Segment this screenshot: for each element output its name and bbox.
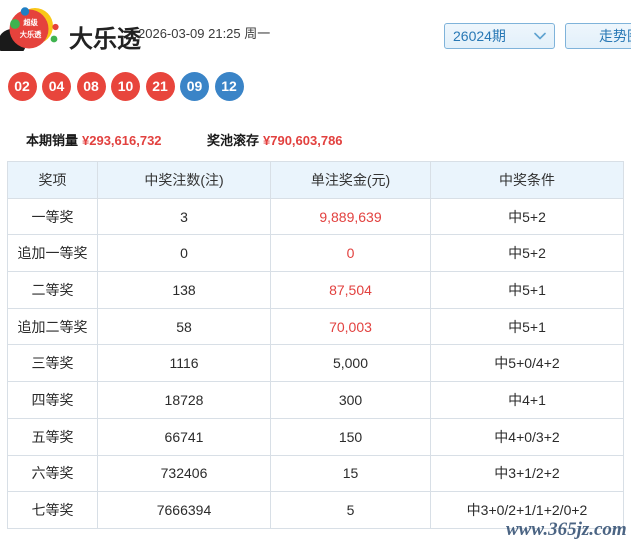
svg-text:大乐透: 大乐透	[20, 30, 42, 39]
svg-text:超级: 超级	[22, 18, 38, 27]
